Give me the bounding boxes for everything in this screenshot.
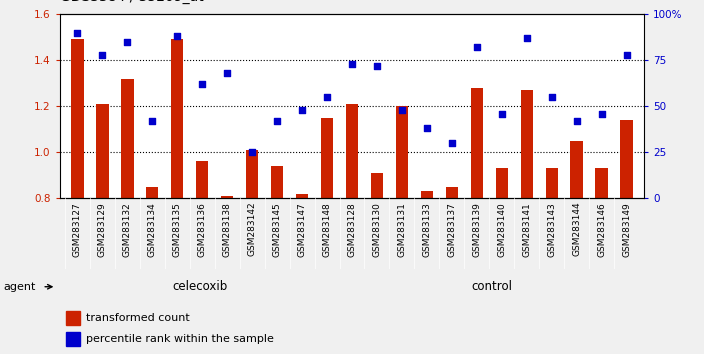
Bar: [396, 106, 408, 198]
Point: [72, 30, 83, 35]
Bar: [71, 39, 84, 198]
Point: [96, 52, 108, 57]
Point: [371, 63, 382, 69]
Point: [496, 111, 508, 116]
Point: [172, 33, 183, 39]
Bar: [596, 168, 608, 198]
Bar: [221, 196, 234, 198]
Bar: [146, 187, 158, 198]
Point: [222, 70, 233, 76]
Text: GSM283142: GSM283142: [248, 202, 257, 256]
Bar: [65, 312, 80, 325]
Text: GSM283146: GSM283146: [597, 202, 606, 257]
Bar: [371, 173, 383, 198]
Bar: [171, 39, 184, 198]
Point: [421, 125, 432, 131]
Bar: [65, 332, 80, 346]
Bar: [421, 191, 433, 198]
Point: [396, 107, 408, 113]
Text: agent: agent: [4, 282, 36, 292]
Text: GSM283147: GSM283147: [298, 202, 306, 257]
Text: GSM283140: GSM283140: [497, 202, 506, 257]
Text: GSM283133: GSM283133: [422, 202, 432, 257]
Text: GSM283149: GSM283149: [622, 202, 631, 257]
Bar: [570, 141, 583, 198]
Text: celecoxib: celecoxib: [172, 280, 227, 293]
Text: GSM283144: GSM283144: [572, 202, 582, 256]
Point: [571, 118, 582, 124]
Point: [272, 118, 283, 124]
Text: GSM283136: GSM283136: [198, 202, 207, 257]
Point: [196, 81, 208, 87]
Bar: [346, 104, 358, 198]
Text: GSM283132: GSM283132: [122, 202, 132, 257]
Bar: [321, 118, 333, 198]
Point: [596, 111, 608, 116]
Text: GSM283137: GSM283137: [447, 202, 456, 257]
Bar: [96, 104, 108, 198]
Bar: [121, 79, 134, 198]
Text: GSM283130: GSM283130: [372, 202, 382, 257]
Text: GSM283143: GSM283143: [547, 202, 556, 257]
Point: [621, 52, 632, 57]
Text: control: control: [471, 280, 513, 293]
Text: GSM283135: GSM283135: [172, 202, 182, 257]
Bar: [246, 150, 258, 198]
Point: [146, 118, 158, 124]
Text: GSM283141: GSM283141: [522, 202, 532, 257]
Point: [471, 45, 482, 50]
Text: GSM283138: GSM283138: [222, 202, 232, 257]
Text: GDS3384 / 35209_at: GDS3384 / 35209_at: [60, 0, 203, 4]
Point: [246, 149, 258, 155]
Point: [322, 94, 333, 100]
Point: [296, 107, 308, 113]
Text: GSM283127: GSM283127: [73, 202, 82, 257]
Text: transformed count: transformed count: [86, 313, 190, 323]
Point: [346, 61, 358, 67]
Bar: [620, 120, 633, 198]
Point: [446, 140, 458, 146]
Bar: [196, 161, 208, 198]
Bar: [296, 194, 308, 198]
Text: GSM283139: GSM283139: [472, 202, 482, 257]
Bar: [496, 168, 508, 198]
Text: GSM283134: GSM283134: [148, 202, 157, 257]
Point: [521, 35, 532, 41]
Bar: [470, 88, 483, 198]
Bar: [546, 168, 558, 198]
Text: GSM283145: GSM283145: [272, 202, 282, 257]
Bar: [520, 90, 533, 198]
Text: GSM283128: GSM283128: [348, 202, 356, 257]
Bar: [446, 187, 458, 198]
Bar: [271, 166, 283, 198]
Point: [546, 94, 558, 100]
Point: [122, 39, 133, 45]
Text: GSM283148: GSM283148: [322, 202, 332, 257]
Text: percentile rank within the sample: percentile rank within the sample: [86, 334, 274, 344]
Text: GSM283129: GSM283129: [98, 202, 107, 257]
Text: GSM283131: GSM283131: [398, 202, 406, 257]
